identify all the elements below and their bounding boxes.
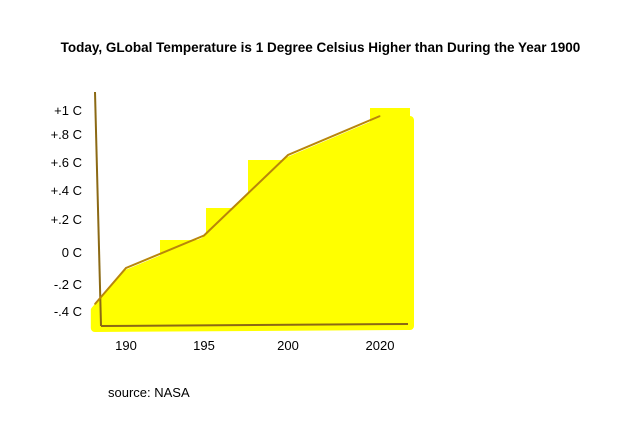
y-tick-label: +1 C [54, 103, 82, 118]
data-point [125, 267, 127, 269]
data-point [379, 115, 381, 117]
x-tick-labels: 190 195 200 2020 [115, 338, 394, 353]
yellow-fill-area [90, 108, 414, 332]
y-tick-label: +.4 C [51, 183, 82, 198]
chart-title: Today, GLobal Temperature is 1 Degree Ce… [60, 40, 581, 55]
y-tick-label: +.6 C [51, 155, 82, 170]
y-tick-label: 0 C [62, 245, 82, 260]
y-tick-label: +.2 C [51, 212, 82, 227]
x-tick-label: 190 [115, 338, 137, 353]
data-point [203, 235, 205, 236]
source-note: source: NASA [108, 385, 190, 400]
data-point [287, 154, 289, 156]
x-tick-label: 195 [193, 338, 215, 353]
fill-patch [370, 108, 410, 148]
data-point [94, 303, 96, 305]
fill-area [90, 116, 414, 332]
y-axis [94, 91, 102, 327]
x-tick-label: 2020 [366, 338, 395, 353]
x-tick-label: 200 [277, 338, 299, 353]
x-axis [100, 323, 409, 327]
y-tick-label: +.8 C [51, 127, 82, 142]
y-tick-label: -.2 C [54, 277, 82, 292]
temperature-line [94, 115, 381, 305]
axes [94, 91, 409, 327]
fill-patch [160, 240, 210, 270]
y-tick-label: -.4 C [54, 304, 82, 319]
y-tick-labels: +1 C +.8 C +.6 C +.4 C +.2 C 0 C -.2 C -.4 C [51, 103, 82, 319]
